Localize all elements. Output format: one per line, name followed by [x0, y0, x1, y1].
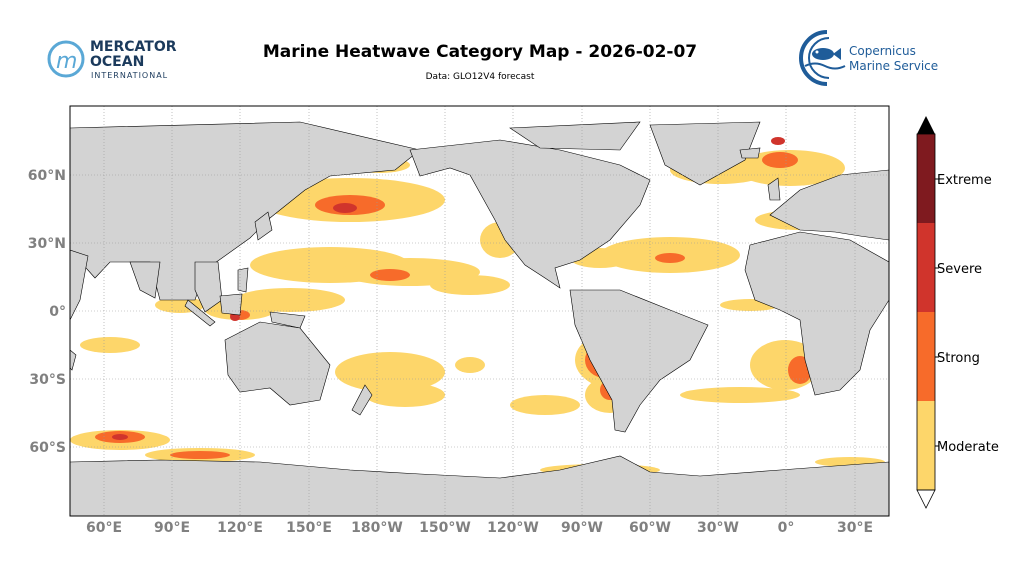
lat-label: 30°N	[28, 236, 66, 252]
colorbar-label-moderate: Moderate	[937, 440, 999, 455]
land-newzealand	[351, 384, 373, 416]
land-borneo	[219, 293, 243, 316]
colorbar-label-extreme: Extreme	[937, 173, 992, 188]
lat-label: 0°	[49, 304, 66, 320]
lon-label: 90°E	[154, 520, 190, 536]
lon-label: 120°W	[487, 520, 539, 536]
colorbar-severe-band	[917, 223, 935, 312]
colorbar-strong-band	[917, 312, 935, 401]
mercator-ocean-logo: m MERCATOR OCEAN INTERNATIONAL	[47, 39, 177, 80]
land-madagascar	[70, 349, 77, 371]
colorbar-extreme-band	[917, 134, 935, 223]
land-africa	[744, 231, 889, 396]
land-africa-east	[70, 249, 89, 321]
lat-label: 30°S	[29, 372, 66, 388]
land-antarctica	[70, 455, 889, 516]
svg-text:m: m	[56, 49, 77, 74]
lon-label: 90°W	[561, 520, 603, 536]
copernicus-line1: Copernicus	[849, 44, 916, 58]
lon-label: 120°E	[217, 520, 263, 536]
land-iceland	[739, 147, 761, 159]
map-title: Marine Heatwave Category Map - 2026-02-0…	[262, 42, 698, 62]
lat-label: 60°S	[29, 440, 66, 456]
lon-label: 30°W	[697, 520, 739, 536]
land-asia	[70, 121, 421, 301]
land-arctic-canada	[509, 121, 641, 151]
colorbar-label-severe: Severe	[937, 262, 982, 277]
land-australia	[224, 321, 331, 406]
mercator-line3: INTERNATIONAL	[91, 71, 168, 80]
colorbar-moderate-band	[917, 401, 935, 490]
map-gridlines	[70, 106, 889, 516]
land-uk	[767, 177, 781, 201]
colorbar-top-arrow	[917, 116, 935, 134]
land-sumatra	[184, 299, 216, 327]
land-north-america	[409, 139, 651, 289]
lon-label: 0°	[778, 520, 795, 536]
lon-label: 60°E	[86, 520, 122, 536]
land-masses	[70, 121, 889, 516]
map-area	[70, 106, 889, 516]
lon-label: 180°W	[351, 520, 403, 536]
land-europe	[769, 169, 889, 241]
lon-label: 60°W	[629, 520, 671, 536]
land-indochina	[194, 261, 223, 313]
colorbar-label-strong: Strong	[937, 351, 980, 366]
latitude-labels: 60°N 30°N 0° 30°S 60°S	[28, 168, 66, 456]
lat-label: 60°N	[28, 168, 66, 184]
land-south-america	[569, 289, 709, 433]
lon-label: 150°E	[286, 520, 332, 536]
longitude-labels: 60°E 90°E 120°E 150°E 180°W 150°W 120°W …	[86, 520, 873, 536]
mercator-line2: OCEAN	[90, 54, 144, 70]
lon-label: 30°E	[837, 520, 873, 536]
map-subtitle: Data: GLO12V4 forecast	[425, 72, 535, 82]
land-greenland	[649, 121, 761, 186]
mercator-line1: MERCATOR	[90, 39, 177, 55]
map-frame	[69, 105, 890, 517]
land-india	[129, 261, 161, 299]
copernicus-line2: Marine Service	[849, 59, 938, 73]
land-philippines	[237, 267, 249, 293]
copernicus-marine-logo: Copernicus Marine Service	[799, 30, 938, 86]
colorbar-bottom-arrow	[916, 489, 936, 509]
lon-label: 150°W	[419, 520, 471, 536]
colorbar: Extreme Severe Strong Moderate	[916, 116, 999, 509]
land-japan	[254, 211, 273, 241]
